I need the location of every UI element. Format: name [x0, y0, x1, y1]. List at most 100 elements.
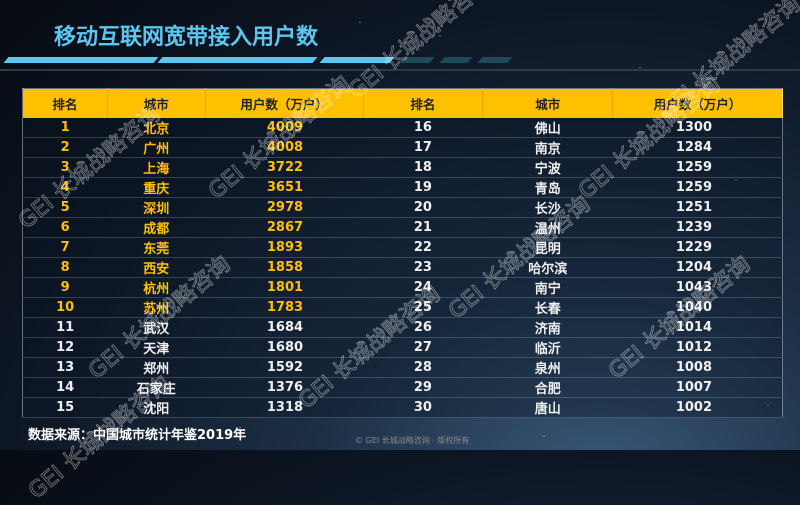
users-cell: 2978 [205, 197, 364, 218]
rank-cell: 15 [22, 397, 108, 418]
table-row: 10 苏州 1783 25 长春 1040 [22, 297, 783, 318]
rank-cell: 23 [363, 257, 483, 278]
title-bar-4 [399, 57, 435, 63]
users-cell: 1259 [612, 177, 783, 198]
city-cell: 杭州 [107, 277, 206, 298]
rank-cell: 19 [363, 177, 483, 198]
table-row: 2 广州 4008 17 南京 1284 [22, 137, 783, 158]
city-cell: 沈阳 [107, 397, 206, 418]
rank-cell: 29 [363, 377, 483, 398]
city-cell: 石家庄 [107, 377, 206, 398]
rank-cell: 6 [22, 217, 108, 238]
city-cell: 泉州 [482, 357, 613, 378]
users-cell: 1801 [205, 277, 364, 298]
users-cell: 1259 [612, 157, 783, 178]
users-cell: 3651 [205, 177, 364, 198]
rank-cell: 7 [22, 237, 108, 258]
divider [0, 69, 800, 71]
city-cell: 合肥 [482, 377, 613, 398]
users-cell: 1229 [612, 237, 783, 258]
city-cell: 武汉 [107, 317, 206, 338]
rank-cell: 18 [363, 157, 483, 178]
users-cell: 1043 [612, 277, 783, 298]
table-row: 7 东莞 1893 22 昆明 1229 [22, 237, 783, 258]
users-cell: 1204 [612, 257, 783, 278]
users-cell: 1239 [612, 217, 783, 238]
city-cell: 成都 [107, 217, 206, 238]
rank-cell: 28 [363, 357, 483, 378]
city-cell: 南宁 [482, 277, 613, 298]
ranking-table: 排名 城市 用户数（万户） 排名 城市 用户数（万户） 1 北京 4009 16 佛山 1300 2 广州… [22, 88, 783, 418]
rank-cell: 5 [22, 197, 108, 218]
city-cell: 郑州 [107, 357, 206, 378]
city-cell: 哈尔滨 [482, 257, 613, 278]
table-row: 15 沈阳 1318 30 唐山 1002 [22, 397, 783, 418]
rank-cell: 14 [22, 377, 108, 398]
rank-cell: 30 [363, 397, 483, 418]
table-row: 8 西安 1858 23 哈尔滨 1204 [22, 257, 783, 278]
column-header: 排名 [362, 88, 483, 118]
rank-cell: 27 [363, 337, 483, 358]
table-row: 9 杭州 1801 24 南宁 1043 [22, 277, 783, 298]
table-row: 14 石家庄 1376 29 合肥 1007 [22, 377, 783, 398]
city-cell: 唐山 [482, 397, 613, 418]
users-cell: 3722 [205, 157, 364, 178]
city-cell: 长沙 [482, 197, 613, 218]
table-row: 5 深圳 2978 20 长沙 1251 [22, 197, 783, 218]
title-bar-3 [319, 57, 395, 63]
rank-cell: 10 [22, 297, 108, 318]
data-source: 数据来源：中国城市统计年鉴2019年 [28, 428, 247, 443]
rank-cell: 20 [363, 197, 483, 218]
city-cell: 南京 [482, 137, 613, 158]
column-header: 城市 [482, 88, 613, 118]
city-cell: 佛山 [482, 117, 613, 138]
city-cell: 青岛 [482, 177, 613, 198]
title-bar-1 [3, 57, 159, 63]
title-bar-5 [439, 57, 473, 63]
city-cell: 济南 [482, 317, 613, 338]
users-cell: 1376 [205, 377, 364, 398]
users-cell: 1783 [205, 297, 364, 318]
rank-cell: 3 [22, 157, 108, 178]
users-cell: 4008 [205, 137, 364, 158]
copyright: © GEI 长城战略咨询 · 版权所有 [355, 436, 470, 445]
table-row: 1 北京 4009 16 佛山 1300 [22, 117, 783, 138]
title-bar-6 [477, 57, 513, 63]
users-cell: 1012 [612, 337, 783, 358]
rank-cell: 25 [363, 297, 483, 318]
users-cell: 1680 [205, 337, 364, 358]
users-cell: 1284 [612, 137, 783, 158]
column-header: 用户数（万户） [612, 88, 783, 118]
rank-cell: 12 [22, 337, 108, 358]
city-cell: 温州 [482, 217, 613, 238]
rank-cell: 24 [363, 277, 483, 298]
rank-cell: 21 [363, 217, 483, 238]
rank-cell: 4 [22, 177, 108, 198]
users-cell: 1893 [205, 237, 364, 258]
city-cell: 北京 [107, 117, 206, 138]
users-cell: 1040 [612, 297, 783, 318]
users-cell: 1318 [205, 397, 364, 418]
table-row: 3 上海 3722 18 宁波 1259 [22, 157, 783, 178]
table-row: 6 成都 2867 21 温州 1239 [22, 217, 783, 238]
rank-cell: 16 [363, 117, 483, 138]
users-cell: 1858 [205, 257, 364, 278]
users-cell: 1251 [612, 197, 783, 218]
users-cell: 1684 [205, 317, 364, 338]
city-cell: 深圳 [107, 197, 206, 218]
city-cell: 宁波 [482, 157, 613, 178]
users-cell: 1007 [612, 377, 783, 398]
city-cell: 重庆 [107, 177, 206, 198]
rank-cell: 11 [22, 317, 108, 338]
page-title: 移动互联网宽带接入用户数 [54, 25, 319, 50]
column-header: 排名 [22, 88, 108, 118]
users-cell: 1300 [612, 117, 783, 138]
rank-cell: 9 [22, 277, 108, 298]
users-cell: 1008 [612, 357, 783, 378]
users-cell: 4009 [205, 117, 364, 138]
city-cell: 广州 [107, 137, 206, 158]
users-cell: 2867 [205, 217, 364, 238]
users-cell: 1592 [205, 357, 364, 378]
city-cell: 昆明 [482, 237, 613, 258]
city-cell: 天津 [107, 337, 206, 358]
